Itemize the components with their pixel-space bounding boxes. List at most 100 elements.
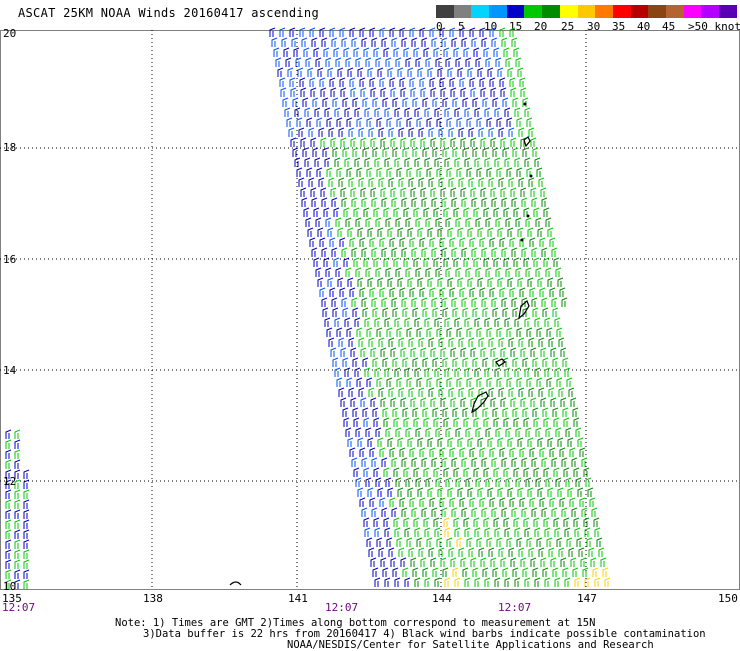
wind-barb-1197 — [531, 507, 538, 517]
wind-barb-821 — [342, 357, 349, 367]
wind-barb-1119 — [465, 477, 472, 487]
wind-barb-520 — [507, 227, 514, 237]
wind-barb-395 — [498, 177, 505, 187]
wind-barb-62 — [393, 47, 400, 57]
wind-barb-1043 — [419, 447, 426, 457]
wind-barb-178 — [312, 97, 319, 107]
wind-barb-820 — [332, 357, 339, 367]
wind-barb-50 — [273, 47, 280, 57]
wind-barb-1314 — [510, 557, 517, 567]
wind-barb-1290 — [508, 547, 515, 557]
wind-barb-614 — [455, 267, 462, 277]
wind-barb-41 — [431, 37, 438, 47]
wind-barb-834 — [472, 357, 479, 367]
wind-barb-640 — [467, 277, 474, 287]
wind-barb-1108 — [355, 477, 362, 487]
wind-barb-272 — [508, 127, 515, 137]
wind-barb-671 — [529, 287, 536, 297]
wind-barb-839 — [522, 357, 529, 367]
wind-barb-382 — [368, 177, 375, 187]
legend-swatch-6 — [542, 5, 560, 18]
wind-barb-138 — [409, 77, 416, 87]
wind-barb-1362 — [514, 577, 521, 587]
wind-barb-508 — [387, 227, 394, 237]
wind-barb-910 — [518, 387, 525, 397]
wind-barb-1181 — [371, 507, 378, 517]
wind-barb-1318 — [550, 557, 557, 567]
wind-barb-400 — [300, 187, 307, 197]
wind-barb-625 — [317, 277, 324, 287]
wind-barb-206 — [344, 107, 351, 117]
wind-barb-1090 — [413, 467, 420, 477]
wind-barb-1017 — [397, 437, 404, 447]
wind-barb-6 — [329, 27, 336, 37]
wind-barb-156 — [340, 87, 347, 97]
wind-barb-1323 — [600, 557, 607, 567]
wind-barb-1203 — [591, 507, 598, 517]
wind-barb-764 — [486, 327, 493, 337]
wind-barb-98 — [505, 57, 512, 67]
wind-barb-851 — [404, 367, 411, 377]
wind-barb-1073 — [481, 457, 488, 467]
wind-barb-1355 — [444, 577, 451, 587]
wind-barb-67 — [443, 47, 450, 57]
wind-barb-681 — [381, 297, 388, 307]
wind-barb-714 — [462, 307, 469, 317]
wind-barb-338 — [424, 157, 431, 167]
wind-barb-1163 — [429, 497, 436, 507]
wind-barb-266 — [448, 127, 455, 137]
wind-barb-1327 — [402, 567, 409, 577]
wind-barb-8 — [349, 27, 356, 37]
wind-barb-1260 — [446, 537, 453, 547]
wind-barb-120 — [477, 67, 484, 77]
wind-barb-1222 — [543, 517, 550, 527]
wind-barb-1324 — [372, 567, 379, 577]
wind-barb-735 — [434, 317, 441, 327]
wind-barb-106 — [337, 67, 344, 77]
wind-barb-1159 — [389, 497, 396, 507]
wind-barb-1105 — [563, 467, 570, 477]
wind-barb-1360 — [494, 577, 501, 587]
wind-barb-196 — [492, 97, 499, 107]
wind-barb-1226 — [583, 517, 590, 527]
wind-barb-1339 — [522, 567, 529, 577]
wind-barb-314 — [432, 147, 439, 157]
wind-barb-13 — [399, 27, 406, 37]
wind-barb-808 — [450, 347, 457, 357]
wind-map[interactable] — [0, 0, 740, 615]
wind-barb-491 — [465, 217, 472, 227]
lat-label-18: 18 — [3, 141, 17, 154]
wind-barb-943 — [372, 407, 379, 417]
wind-barb-1205 — [373, 517, 380, 527]
wind-barb-1264 — [486, 537, 493, 547]
wind-barb-932 — [500, 397, 507, 407]
wind-barb-921 — [390, 397, 397, 407]
wind-barb-1398 — [5, 529, 12, 539]
wind-barb-437 — [421, 197, 428, 207]
wind-barb-730 — [384, 317, 391, 327]
wind-barb-11 — [379, 27, 386, 37]
wind-barb-146 — [489, 77, 496, 87]
wind-barb-881 — [466, 377, 473, 387]
wind-barb-132 — [349, 77, 356, 87]
lon-label-144: 144 — [432, 592, 452, 605]
wind-barb-1336 — [492, 567, 499, 577]
legend-swatch-3 — [489, 5, 507, 18]
wind-barb-1088 — [393, 467, 400, 477]
wind-barb-1136 — [397, 487, 404, 497]
island-rota — [495, 358, 506, 367]
wind-barb-971 — [413, 417, 420, 427]
wind-barb-1146 — [497, 487, 504, 497]
wind-barb-823 — [362, 357, 369, 367]
wind-barb-1127 — [545, 477, 552, 487]
wind-barb-489 — [445, 217, 452, 227]
wind-barb-811 — [480, 347, 487, 357]
wind-barb-1077 — [521, 457, 528, 467]
wind-barb-1173 — [529, 497, 536, 507]
wind-barb-985 — [553, 417, 560, 427]
wind-barb-486 — [415, 217, 422, 227]
wind-barb-1254 — [386, 537, 393, 547]
wind-barb-1234 — [424, 527, 431, 537]
wind-barb-916 — [340, 397, 347, 407]
wind-barb-122 — [497, 67, 504, 77]
